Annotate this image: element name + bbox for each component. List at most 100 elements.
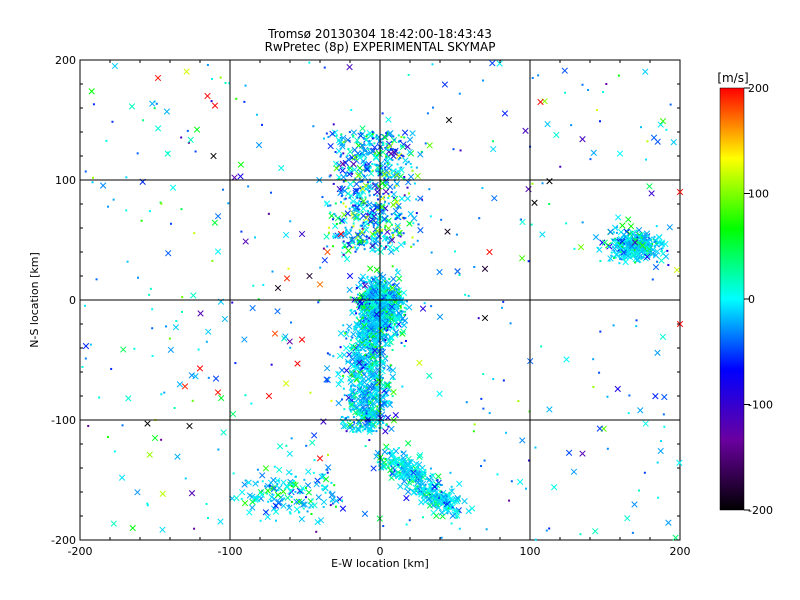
data-point [356,359,363,366]
data-point [451,488,454,491]
data-point [352,225,355,228]
data-point [676,188,684,196]
data-point [347,166,350,169]
data-point [294,360,301,367]
data-point [228,82,231,85]
data-point [112,198,115,201]
data-point [414,172,421,180]
data-point [329,204,332,207]
data-point [359,150,366,157]
data-point [599,260,602,263]
data-point [334,202,337,205]
data-point [502,379,505,382]
data-point [400,166,403,169]
data-point [358,294,365,301]
data-point [424,142,427,145]
data-point [363,398,366,401]
data-point [390,322,393,325]
data-point [441,81,449,88]
data-point [355,312,358,315]
data-point [376,290,379,293]
data-point [314,477,321,484]
data-point [342,180,345,183]
data-point [579,136,586,143]
data-point [168,337,171,340]
data-point [376,419,383,426]
data-point [244,479,247,482]
data-point [391,292,394,295]
data-point [387,293,390,296]
data-point [615,231,618,234]
data-point [401,478,408,485]
data-point [354,172,362,179]
data-point [386,162,389,165]
data-point [352,369,355,372]
data-point [361,332,364,335]
data-point [390,388,397,396]
data-point [517,400,520,403]
data-point [269,499,272,502]
data-point [271,493,274,496]
data-point [383,367,386,370]
data-point [181,310,184,313]
data-point [422,498,429,505]
data-point [352,204,355,207]
data-point [270,476,277,484]
data-point [384,287,387,290]
data-point [376,405,379,408]
data-point [662,413,665,416]
data-point [378,138,381,141]
data-point [397,314,400,317]
data-point [82,342,90,350]
data-point [383,310,386,313]
data-point [367,325,375,333]
data-point [431,63,434,66]
data-point [366,423,369,426]
data-point [428,483,431,486]
data-point [391,348,394,351]
data-point [367,393,370,396]
data-point [351,236,354,239]
data-point [395,184,398,187]
data-point [366,383,374,391]
data-point [478,217,481,220]
data-point [381,171,388,178]
data-point [396,326,399,329]
data-point [337,230,345,238]
data-point [335,135,338,138]
data-point [351,172,354,175]
data-point [403,241,406,244]
data-point [428,188,431,191]
data-point [397,295,400,298]
data-point [646,235,649,238]
data-point [329,491,336,498]
data-point [363,164,371,171]
data-point [375,221,383,229]
data-point [403,136,406,139]
data-point [613,237,616,240]
data-point [186,129,189,132]
data-point [414,475,417,478]
data-point [429,495,432,498]
data-point [397,134,400,137]
data-point [121,424,124,427]
data-point [365,412,368,415]
data-point [367,322,370,325]
data-point [369,287,372,290]
data-point [267,212,270,215]
data-point [353,364,361,371]
data-point [380,231,383,234]
data-point [436,497,443,505]
data-point [382,192,385,195]
data-point [354,385,357,388]
data-point [224,81,227,84]
data-point [368,140,371,143]
data-point [347,242,350,245]
data-point [349,385,352,388]
data-point [373,152,376,155]
data-point [364,325,367,328]
data-point [375,163,378,166]
data-point [354,250,357,253]
data-point [570,468,578,475]
data-point [381,377,384,380]
